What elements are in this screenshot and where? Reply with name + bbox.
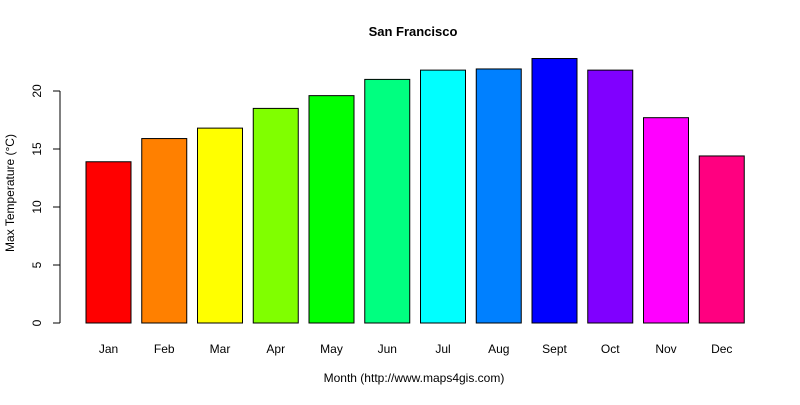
x-tick-label: Apr (266, 342, 285, 356)
chart-title: San Francisco (369, 24, 458, 39)
x-tick-label: Dec (711, 342, 732, 356)
x-tick-label: Nov (655, 342, 676, 356)
bar-dec (698, 155, 745, 324)
y-tick-label: 0 (30, 319, 44, 326)
bar-jul (420, 69, 466, 324)
x-tick-label: Jun (378, 342, 397, 356)
bar-mar (197, 127, 243, 324)
x-tick-label: May (320, 342, 343, 356)
bar-nov (643, 117, 689, 324)
x-tick-label: Mar (210, 342, 231, 356)
x-tick-label: Jul (435, 342, 450, 356)
y-axis-label: Max Temperature (°C) (3, 134, 17, 252)
x-tick-label: Aug (488, 342, 509, 356)
bar-feb (141, 138, 188, 324)
bar-aug (475, 68, 522, 324)
bars-group (85, 58, 745, 324)
x-tick-label: Jan (99, 342, 118, 356)
x-tick-labels: Jan Feb Mar Apr May Jun Jul Aug Sept Oct Nov Dec (99, 342, 733, 356)
bar-sept (531, 58, 578, 324)
bar-jan (85, 161, 132, 324)
x-tick-label: Feb (154, 342, 175, 356)
x-tick-label: Sept (542, 342, 567, 356)
bar-apr (252, 107, 299, 324)
bar-may (308, 95, 355, 324)
x-axis-label: Month (http://www.maps4gis.com) (324, 371, 505, 385)
y-tick-label: 15 (30, 142, 44, 156)
y-tick-label: 20 (30, 84, 44, 98)
x-tick-label: Oct (601, 342, 620, 356)
y-tick-label: 5 (30, 261, 44, 268)
bar-jun (364, 78, 411, 324)
bar-oct (587, 69, 634, 324)
y-tick-label: 10 (30, 200, 44, 214)
y-axis: 0 5 10 15 20 (30, 84, 61, 326)
